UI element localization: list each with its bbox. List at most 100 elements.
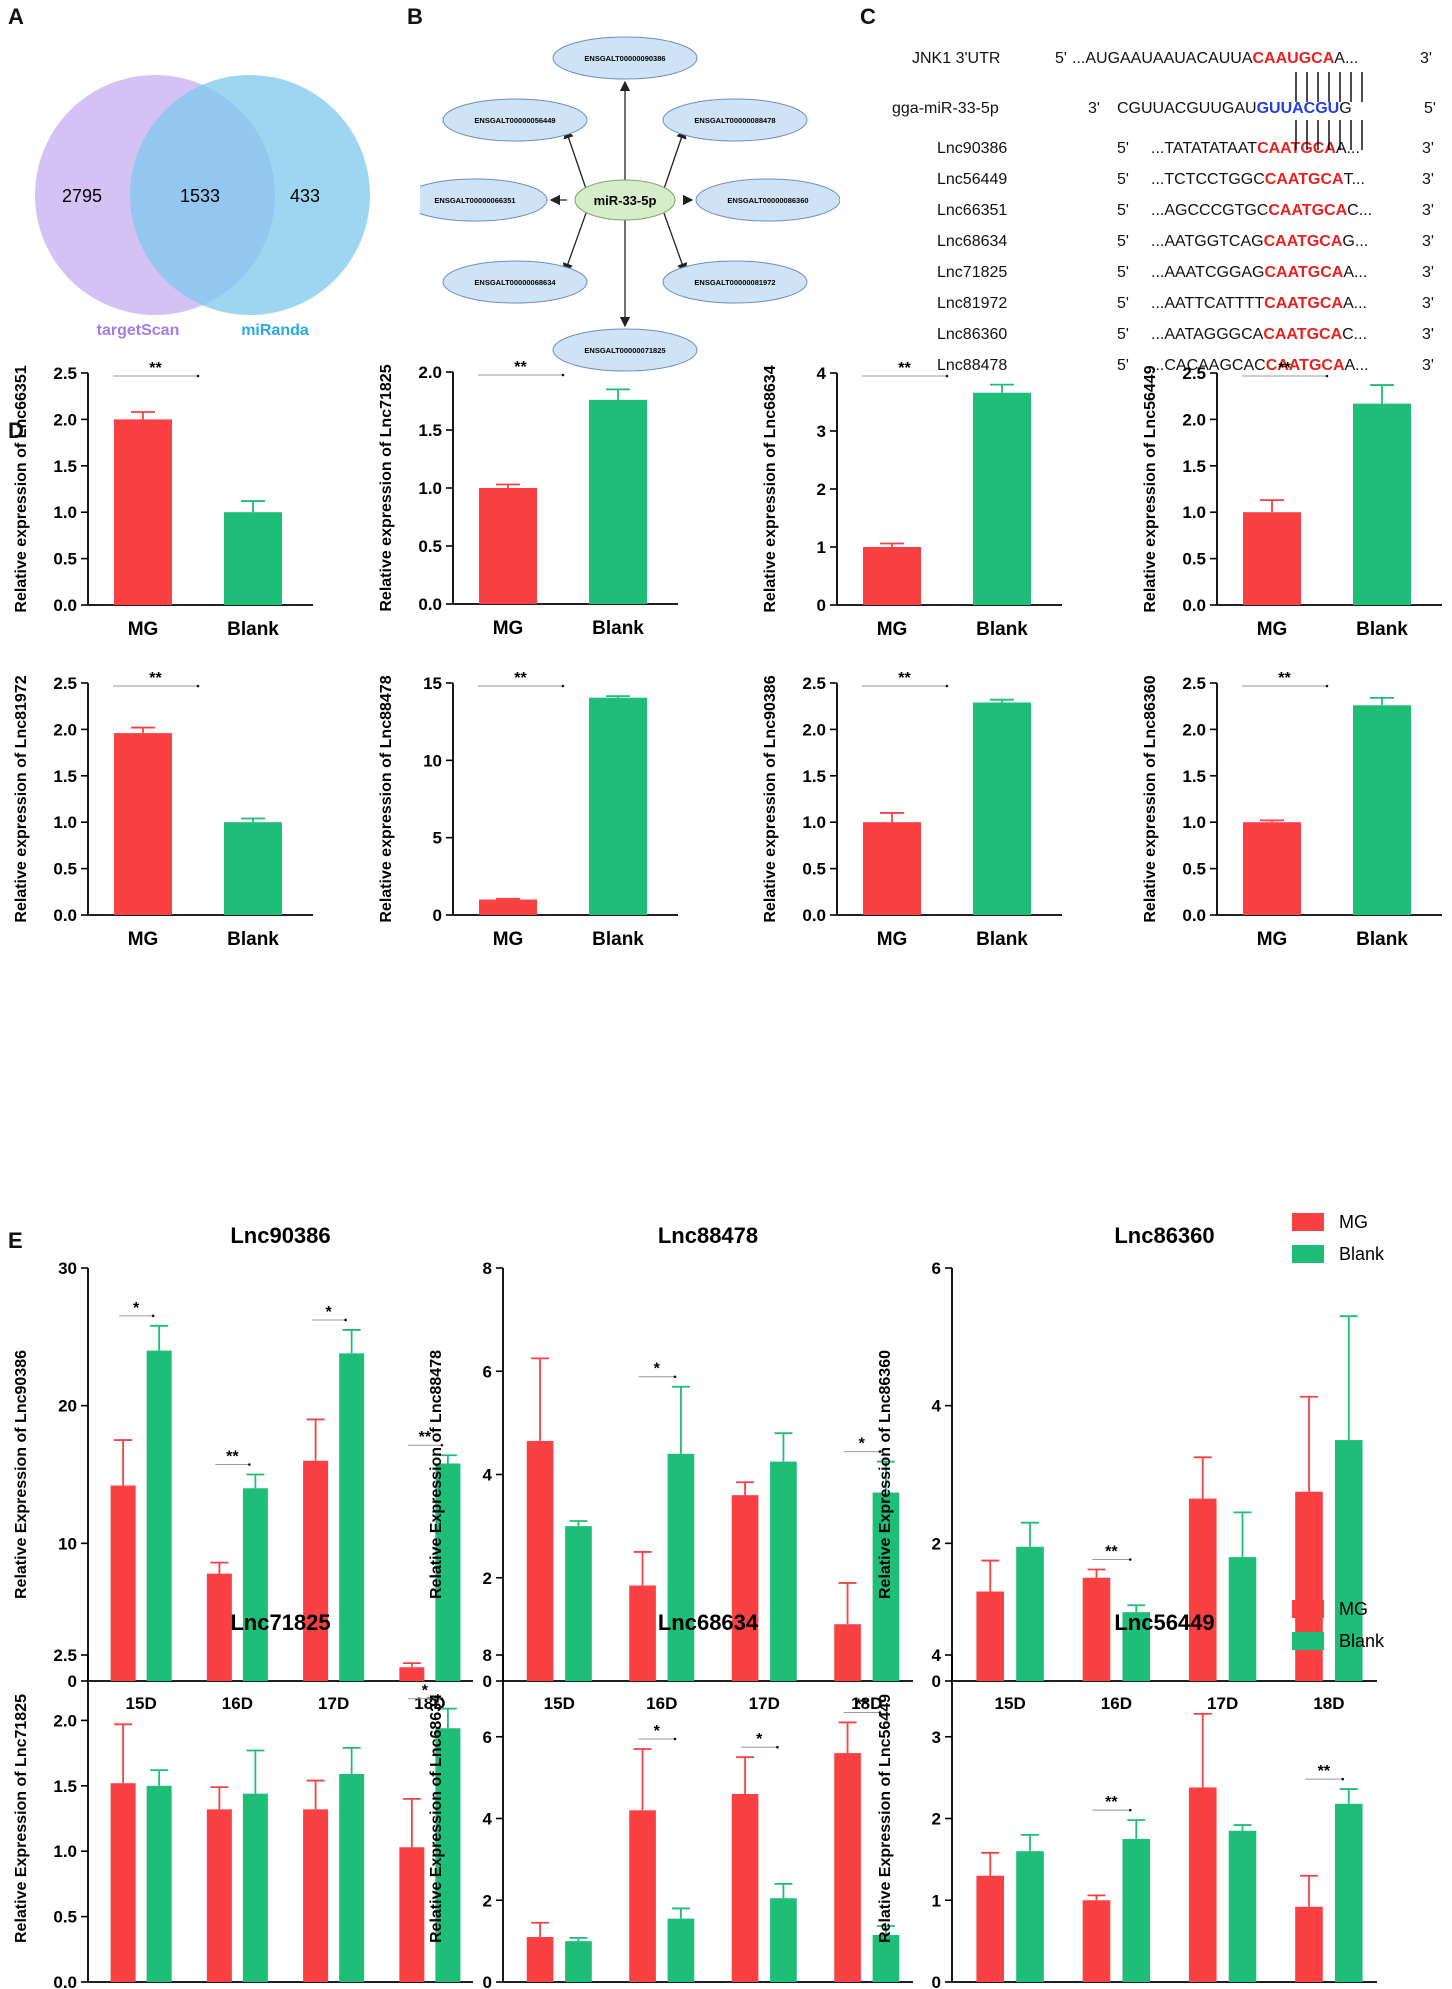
y-tick-label: 2.0 <box>53 410 77 429</box>
x-tick-label: MG <box>493 929 524 950</box>
alignment-sequence: 5' <box>1117 171 1129 188</box>
bar <box>770 1461 797 1681</box>
x-tick-label: 16D <box>1101 1694 1132 1713</box>
significance-mark: ** <box>898 360 911 377</box>
y-tick-label: 2 <box>932 1810 941 1829</box>
bar <box>1082 1577 1111 1681</box>
y-axis-label: Relative Expression of Lnc88478 <box>428 1350 445 1599</box>
bar <box>973 392 1031 605</box>
y-axis-label: Relative expression of Lnc71825 <box>378 364 395 611</box>
network-center-node <box>574 179 676 221</box>
alignment-sequence: 5' <box>1117 202 1129 219</box>
bar <box>110 1485 136 1681</box>
y-axis-label: Relative Expression of Lnc86360 <box>877 1350 894 1599</box>
chart-title: Lnc90386 <box>230 1223 330 1248</box>
y-tick-label: 2.0 <box>1182 410 1206 429</box>
y-tick-label: 4 <box>932 1397 942 1416</box>
y-tick-label: 0.0 <box>802 906 826 925</box>
alignment-sequence: ...AATTCATTTTCAATGCAA... <box>1151 295 1367 312</box>
bar <box>242 1793 268 1982</box>
x-tick-label: MG <box>128 929 159 950</box>
bar <box>863 822 921 915</box>
alignment-row-name: Lnc56449 <box>937 171 1008 188</box>
x-tick-label: MG <box>1257 619 1288 640</box>
panel-letter-e: E <box>8 1228 23 1253</box>
y-tick-label: 2 <box>817 480 826 499</box>
chart-title: Lnc68634 <box>658 1610 759 1635</box>
bar <box>242 1488 268 1681</box>
bar <box>206 1573 232 1681</box>
bar <box>399 1667 425 1681</box>
y-tick-label: 10 <box>423 751 442 770</box>
chart-panel-d: 0.0 0.5 1.0 1.5 2.0 2.5 Relative expression of… <box>1142 360 1442 640</box>
significance-mark: * <box>654 1361 661 1378</box>
x-tick-label: MG <box>877 929 908 950</box>
chart-panel-e: Lnc90386 0 10 20 30 Relative Expression of Ln… <box>13 1223 473 1713</box>
bar <box>629 1585 656 1681</box>
bar <box>1243 512 1301 605</box>
significance-mark: ** <box>1105 1543 1118 1560</box>
y-tick-label: 1.5 <box>418 421 442 440</box>
panel-letter-d: D <box>8 418 24 443</box>
y-axis-label: Relative expression of Lnc88478 <box>378 675 395 922</box>
y-tick-label: 4 <box>483 1466 493 1485</box>
alignment-sequence: 3' <box>1422 233 1434 250</box>
alignment-sequence: 5' <box>1117 326 1129 343</box>
network-edge <box>662 211 688 274</box>
x-tick-label: 15D <box>126 1694 157 1713</box>
y-tick-label: 2.0 <box>53 1711 77 1730</box>
bar <box>1334 1803 1363 1982</box>
alignment-sequence: 5' <box>1117 264 1129 281</box>
y-tick-label: 10 <box>58 1534 77 1553</box>
bar <box>976 1591 1005 1681</box>
network-node-label: ENSGALT00000090386 <box>584 54 665 63</box>
chart-title: Lnc88478 <box>658 1223 758 1248</box>
y-tick-label: 0 <box>433 906 442 925</box>
network-node <box>552 328 698 372</box>
significance-mark: * <box>756 1731 763 1748</box>
y-tick-label: 4 <box>483 1810 493 1829</box>
legend-label-mg: MG <box>1339 1212 1368 1232</box>
alignment-row-name: Lnc71825 <box>937 264 1008 281</box>
x-tick-label: Blank <box>976 619 1028 640</box>
y-tick-label: 0.0 <box>53 906 77 925</box>
bar <box>872 1492 900 1681</box>
y-axis-label: Relative expression of Lnc81972 <box>13 675 30 922</box>
x-tick-label: 16D <box>646 1694 677 1713</box>
bar <box>1188 1787 1217 1982</box>
alignment-sequence: ...AUGAAUAAUACAUUACAAUGCAA... <box>1072 50 1359 67</box>
y-tick-label: 0.5 <box>1182 550 1206 569</box>
alignment-sequence: 3' <box>1422 202 1434 219</box>
alignment-sequence: ...AAATCGGAGCAATGCAA... <box>1151 264 1368 281</box>
y-axis-label: Relative Expression of Lnc56449 <box>877 1694 894 1943</box>
y-tick-label: 0 <box>932 1672 941 1691</box>
bar <box>146 1785 172 1982</box>
y-tick-label: 1.0 <box>53 813 77 832</box>
bar <box>1228 1557 1257 1681</box>
chart-panel-d: 0.0 0.5 1.0 1.5 2.0 2.5 Relative expression of… <box>13 360 313 640</box>
x-tick-label: Blank <box>592 929 644 950</box>
panel-letter-c: C <box>860 4 876 29</box>
network-node-label: ENSGALT00000081972 <box>694 278 775 287</box>
x-tick-label: 18D <box>1313 1694 1344 1713</box>
bar <box>834 1753 861 1982</box>
panel-letter-a: A <box>8 4 24 29</box>
y-tick-label: 0.0 <box>53 596 77 615</box>
significance-mark: ** <box>149 670 162 687</box>
bar <box>146 1350 172 1681</box>
venn-left-label: targetScan <box>97 322 180 339</box>
y-tick-label: 0 <box>817 596 826 615</box>
y-tick-label: 15 <box>423 674 442 693</box>
y-tick-label: 1.5 <box>1182 767 1206 786</box>
bar <box>863 547 921 605</box>
alignment-sequence: 3' <box>1422 357 1434 374</box>
bar <box>1016 1546 1044 1681</box>
significance-mark: * <box>133 1300 140 1317</box>
x-tick-label: Blank <box>1356 619 1408 640</box>
alignment-sequence: 3' <box>1422 264 1434 281</box>
alignment-sequence: 3' <box>1422 326 1434 343</box>
y-tick-label: 1.5 <box>53 767 77 786</box>
bar <box>973 702 1031 915</box>
alignment-sequence: ...AGCCCGTGCCAATGCAC... <box>1151 202 1373 219</box>
